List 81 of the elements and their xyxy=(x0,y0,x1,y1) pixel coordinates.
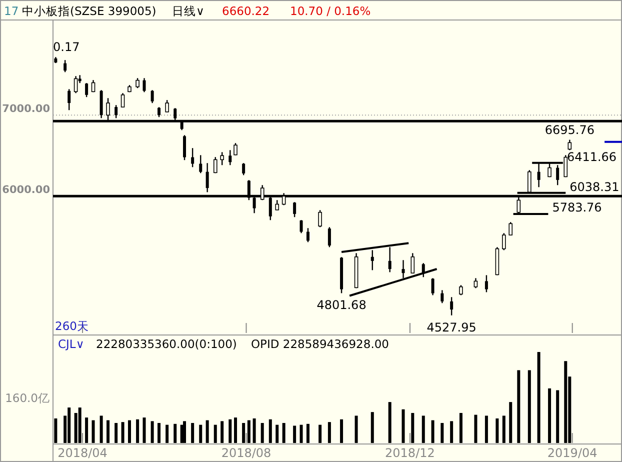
bar xyxy=(328,422,331,443)
bar xyxy=(564,361,568,443)
bar xyxy=(484,416,488,443)
bar xyxy=(556,390,560,443)
bar xyxy=(214,424,217,443)
text: 160.0亿 xyxy=(5,391,50,405)
bar xyxy=(548,388,552,443)
bar xyxy=(234,418,238,443)
bar xyxy=(100,416,103,443)
bar xyxy=(220,421,224,443)
bar xyxy=(459,412,462,443)
bar xyxy=(158,422,161,443)
bar xyxy=(537,352,540,443)
annotation: 5783.76 xyxy=(552,200,602,215)
bar xyxy=(340,419,344,443)
bar xyxy=(496,418,499,443)
bar xyxy=(199,424,202,443)
text: 日线∨ xyxy=(172,4,204,18)
annotation: 6038.31 xyxy=(570,180,620,194)
bar xyxy=(354,416,358,443)
annotation: 4527.95 xyxy=(426,320,476,334)
bar xyxy=(68,408,71,443)
bar xyxy=(517,370,520,443)
bar xyxy=(260,422,264,443)
bar xyxy=(450,421,454,443)
bar xyxy=(114,422,118,443)
bar xyxy=(440,422,444,443)
bar xyxy=(183,421,186,443)
bar xyxy=(121,422,124,443)
bar xyxy=(509,402,512,443)
bar xyxy=(431,420,434,443)
x-tick-label: 2019/04 xyxy=(547,446,598,460)
x-tick-label: 2018/04 xyxy=(58,446,108,460)
x-tick-label: 2018/12 xyxy=(385,446,435,460)
bar xyxy=(306,424,310,443)
bar xyxy=(85,418,88,443)
bar xyxy=(54,418,58,443)
annotation: 0.17 xyxy=(53,40,80,54)
bar xyxy=(128,420,131,443)
bar xyxy=(174,424,177,443)
bar xyxy=(411,412,414,443)
chart-title: 中小板指(SZSE 399005) xyxy=(22,4,156,18)
bar xyxy=(402,409,405,443)
annotation: 4801.68 xyxy=(316,298,366,312)
bar xyxy=(142,418,146,443)
bar xyxy=(528,370,531,443)
y-tick-label: 6000.00 xyxy=(2,184,50,196)
bar xyxy=(474,414,478,443)
annotation: 260天 xyxy=(55,319,89,333)
bar xyxy=(78,408,82,443)
x-tick-label: 2018/08 xyxy=(221,446,272,460)
y-tick-label: 7000.00 xyxy=(2,103,50,116)
bar xyxy=(247,420,250,443)
bar xyxy=(150,421,154,443)
bar xyxy=(206,420,209,443)
bar xyxy=(388,402,392,443)
bar xyxy=(318,424,322,443)
bar xyxy=(268,419,272,443)
bar xyxy=(276,424,279,443)
text: 10.70 / 0.16% xyxy=(290,4,371,18)
bar xyxy=(293,426,296,443)
bar xyxy=(300,424,303,443)
bar xyxy=(136,419,140,443)
bar xyxy=(242,422,246,443)
bar xyxy=(282,422,286,443)
annotation: 6695.76 xyxy=(544,122,594,137)
annotation: 6411.66 xyxy=(566,150,617,164)
bar xyxy=(191,422,194,443)
bar xyxy=(166,424,169,443)
text: 22280335360.00(0:100) xyxy=(96,337,237,351)
text: 17 xyxy=(4,4,19,18)
text: OPID 228589436928.00 xyxy=(251,337,389,351)
bar xyxy=(422,416,425,443)
bar xyxy=(370,412,374,443)
bar xyxy=(252,418,256,443)
text: 6660.22 xyxy=(222,4,270,18)
bar xyxy=(502,416,506,443)
text: CJL∨ xyxy=(58,337,84,351)
bar xyxy=(106,420,110,443)
bar xyxy=(228,419,232,443)
bar xyxy=(92,420,95,443)
